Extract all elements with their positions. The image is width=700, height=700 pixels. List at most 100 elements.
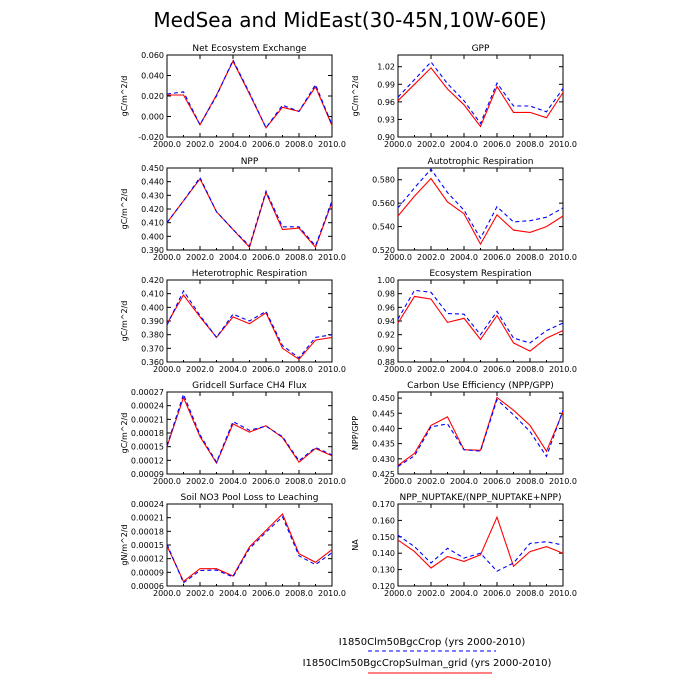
y-tick-label: 0.90: [377, 133, 395, 142]
series-line-red: [397, 67, 564, 128]
y-tick-label: 0.94: [377, 317, 395, 326]
y-tick-label: 1.00: [377, 276, 395, 285]
panel-title: Ecosystem Respiration: [429, 269, 531, 279]
panel-title: Net Ecosystem Exchange: [192, 44, 307, 54]
x-tick-label: 2008.0: [516, 365, 544, 374]
x-tick-label: 2004.0: [219, 365, 247, 374]
y-tick-label: 0.520: [372, 246, 395, 255]
y-axis-label: gC/m^2/d: [120, 76, 129, 117]
plot-frame: [166, 54, 333, 138]
x-tick-label: 2006.0: [483, 140, 511, 149]
x-tick-label: 2008.0: [285, 477, 313, 486]
chart-panel-9: Soil NO3 Pool Loss to Leaching gN/m^2/d 20…: [120, 493, 346, 598]
x-tick-label: 2008.0: [285, 140, 313, 149]
y-tick-label: 0.000: [141, 113, 164, 122]
series-line-blue: [166, 392, 333, 464]
x-tick-label: 2002.0: [186, 589, 214, 598]
y-tick-label: 0.00018: [131, 429, 164, 438]
x-tick-label: 2002.0: [417, 589, 445, 598]
y-tick-label: 1.02: [377, 63, 395, 72]
x-tick-label: 2002.0: [186, 477, 214, 486]
y-tick-label: 0.445: [372, 409, 395, 418]
series-line-blue: [397, 61, 564, 125]
x-tick-label: 2010.0: [549, 140, 577, 149]
x-tick-label: 2000.0: [384, 365, 412, 374]
y-tick-label: 0.96: [377, 98, 395, 107]
legend-label-1: I1850Clm50BgcCrop (yrs 2000-2010): [339, 637, 526, 648]
y-tick-label: 0.00009: [131, 470, 164, 479]
plot-frame: [166, 503, 333, 587]
x-tick-label: 2000.0: [384, 140, 412, 149]
x-tick-label: 2006.0: [252, 589, 280, 598]
chart-panel-2: GPP gC/m^2/d 2000.0 2002.0 2004.0 2006.0 2008.…: [351, 44, 577, 149]
y-axis-label: gN/m^2/d: [120, 524, 129, 565]
y-tick-label: 0.450: [372, 394, 395, 403]
y-tick-label: 0.060: [141, 51, 164, 60]
chart-panel-10: NPP_NUPTAKE/(NPP_NUPTAKE+NPP) NA 2000.0 200…: [351, 493, 577, 598]
plot-frame: [397, 279, 564, 363]
x-tick-label: 2006.0: [483, 589, 511, 598]
x-tick-label: 2008.0: [285, 253, 313, 262]
panel-title: Soil NO3 Pool Loss to Leaching: [181, 493, 319, 503]
x-tick-label: 2004.0: [450, 477, 478, 486]
y-tick-label: 0.90: [377, 344, 395, 353]
y-tick-label: 0.390: [141, 246, 164, 255]
series-line-blue: [397, 289, 564, 344]
x-tick-label: 2006.0: [483, 477, 511, 486]
x-tick-label: 2002.0: [417, 253, 445, 262]
panel-title: NPP_NUPTAKE/(NPP_NUPTAKE+NPP): [400, 493, 562, 503]
panel-title: Gridcell Surface CH4 Flux: [192, 381, 307, 391]
chart-panel-8: Carbon Use Efficiency (NPP/GPP) NPP/GPP 20…: [351, 381, 577, 486]
x-tick-label: 2008.0: [516, 140, 544, 149]
plot-frame: [166, 391, 333, 475]
x-tick-label: 2006.0: [252, 253, 280, 262]
y-tick-label: 0.020: [141, 92, 164, 101]
y-tick-label: 0.00018: [131, 527, 164, 536]
x-tick-label: 2004.0: [219, 477, 247, 486]
y-axis-label: gC/m^2/d: [351, 76, 360, 117]
chart-panel-1: Net Ecosystem Exchange gC/m^2/d 2000.0 2002…: [120, 44, 346, 149]
panels: Net Ecosystem Exchange gC/m^2/d 2000.0 2002…: [120, 44, 577, 598]
y-tick-label: 0.00024: [131, 402, 164, 411]
y-tick-label: 0.430: [372, 455, 395, 464]
x-tick-label: 2004.0: [219, 140, 247, 149]
x-tick-label: 2006.0: [252, 477, 280, 486]
y-tick-label: 0.040: [141, 72, 164, 81]
plot-frame: [397, 503, 564, 587]
y-tick-label: 0.410: [141, 219, 164, 228]
y-tick-label: 0.560: [372, 199, 395, 208]
y-tick-label: 0.370: [141, 344, 164, 353]
x-tick-label: 2010.0: [549, 365, 577, 374]
chart-panel-3: NPP gC/m^2/d 2000.0 2002.0 2004.0 2006.0 2008.…: [120, 157, 346, 262]
y-tick-label: 0.450: [141, 164, 164, 173]
x-tick-label: 2000.0: [153, 253, 181, 262]
y-tick-label: 0.400: [141, 303, 164, 312]
y-tick-label: 0.130: [372, 566, 395, 575]
y-tick-label: 0.00021: [131, 514, 164, 523]
x-tick-label: 2006.0: [252, 365, 280, 374]
y-tick-label: 0.440: [372, 424, 395, 433]
y-axis-label: NA: [351, 539, 360, 551]
y-tick-label: 0.00027: [131, 388, 164, 397]
y-tick-label: 0.00012: [131, 555, 164, 564]
series-line-red: [397, 177, 564, 246]
y-tick-label: 0.140: [372, 549, 395, 558]
legend-label-2: I1850Clm50BgcCropSulman_grid (yrs 2000-2…: [303, 658, 552, 669]
x-tick-label: 2000.0: [153, 477, 181, 486]
x-tick-label: 2000.0: [384, 589, 412, 598]
series-line-blue: [166, 515, 333, 584]
x-tick-label: 2010.0: [549, 253, 577, 262]
series-line-blue: [166, 58, 333, 129]
y-tick-label: 0.93: [377, 115, 395, 124]
x-tick-label: 2008.0: [516, 477, 544, 486]
x-tick-label: 2002.0: [186, 253, 214, 262]
series-line-blue: [397, 398, 564, 467]
y-tick-label: 0.170: [372, 500, 395, 509]
chart-panel-7: Gridcell Surface CH4 Flux gC/m^2/d 2000.0 2…: [120, 381, 346, 486]
x-tick-label: 2002.0: [417, 477, 445, 486]
y-axis-label: NPP/GPP: [351, 416, 360, 450]
y-tick-label: 0.99: [377, 80, 395, 89]
x-tick-label: 2000.0: [384, 477, 412, 486]
panel-title: Carbon Use Efficiency (NPP/GPP): [407, 381, 554, 391]
x-tick-label: 2000.0: [153, 140, 181, 149]
